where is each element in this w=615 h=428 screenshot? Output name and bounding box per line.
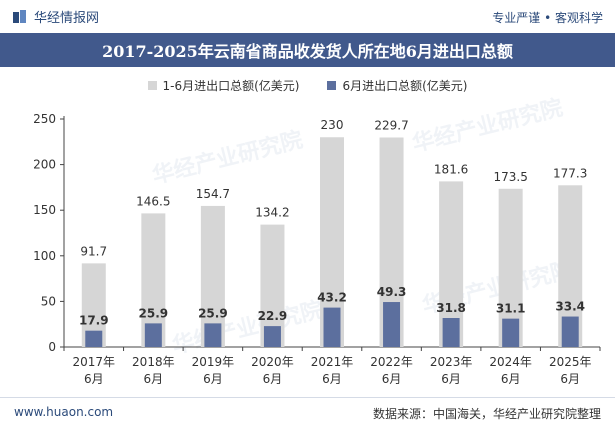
data-label-total: 230 bbox=[321, 118, 344, 132]
y-tick-label: 250 bbox=[33, 112, 56, 126]
bar-june bbox=[561, 316, 579, 347]
bar-june bbox=[442, 317, 460, 347]
x-tick-label-year: 2021年 bbox=[311, 355, 354, 369]
x-tick-label-month: 6月 bbox=[84, 372, 104, 386]
bar-total bbox=[498, 188, 523, 347]
data-label-total: 134.2 bbox=[255, 206, 289, 220]
data-label-june: 43.2 bbox=[317, 291, 347, 305]
bar-june bbox=[383, 302, 401, 347]
x-tick-label-month: 6月 bbox=[441, 372, 461, 386]
y-tick-label: 150 bbox=[33, 203, 56, 217]
y-tick-label: 50 bbox=[41, 294, 56, 308]
x-tick-label-month: 6月 bbox=[501, 372, 521, 386]
legend-swatch-june bbox=[327, 80, 337, 90]
data-label-june: 49.3 bbox=[377, 285, 407, 299]
x-tick-label-year: 2022年 bbox=[370, 355, 413, 369]
data-label-total: 146.5 bbox=[136, 194, 170, 208]
data-label-june: 25.9 bbox=[198, 306, 228, 320]
x-tick-label-year: 2019年 bbox=[192, 355, 235, 369]
data-label-total: 173.5 bbox=[493, 170, 527, 184]
data-label-june: 31.8 bbox=[436, 301, 466, 315]
bar-june bbox=[502, 318, 520, 347]
data-label-total: 229.7 bbox=[374, 119, 408, 133]
brand[interactable]: 华经情报网 bbox=[12, 7, 99, 26]
bar-june bbox=[144, 323, 162, 347]
bar-june bbox=[204, 323, 222, 347]
footer-url[interactable]: www.huaon.com bbox=[14, 405, 114, 419]
y-tick-label: 200 bbox=[33, 158, 56, 172]
x-tick-label-year: 2024年 bbox=[489, 355, 532, 369]
data-label-total: 91.7 bbox=[80, 244, 107, 258]
x-tick-label-month: 6月 bbox=[203, 372, 223, 386]
x-tick-label-year: 2017年 bbox=[73, 355, 116, 369]
slogan: 专业严谨 • 客观科学 bbox=[492, 11, 603, 25]
footer: www.huaon.com 数据来源：中国海关，华经产业研究院整理 bbox=[0, 397, 615, 428]
legend-label-june: 6月进出口总额(亿美元) bbox=[342, 78, 468, 93]
x-tick-label-year: 2018年 bbox=[132, 355, 175, 369]
legend-item-total: 1-6月进出口总额(亿美元) bbox=[147, 77, 300, 94]
bar-chart: 0 50 100 150 200 250 91.7 17.9 2017年 6月 146.5 25.9 2… bbox=[33, 112, 601, 386]
y-tick-label: 100 bbox=[33, 249, 56, 263]
chart-legend: 1-6月进出口总额(亿美元) 6月进出口总额(亿美元) bbox=[0, 74, 615, 96]
x-tick-label-month: 6月 bbox=[560, 372, 580, 386]
brand-name: 华经情报网 bbox=[34, 11, 100, 26]
bar-june bbox=[323, 307, 341, 347]
footer-source: 数据来源：中国海关，华经产业研究院整理 bbox=[372, 407, 601, 421]
x-tick-label-month: 6月 bbox=[263, 372, 283, 386]
data-label-total: 177.3 bbox=[553, 166, 587, 180]
data-label-total: 181.6 bbox=[434, 162, 468, 176]
data-label-june: 17.9 bbox=[79, 314, 109, 328]
data-label-june: 25.9 bbox=[139, 306, 169, 320]
brand-logo-icon bbox=[13, 9, 26, 23]
legend-label-total: 1-6月进出口总额(亿美元) bbox=[162, 78, 300, 93]
y-tick-label: 0 bbox=[48, 340, 56, 354]
bar-june bbox=[263, 326, 281, 347]
x-tick-label-year: 2020年 bbox=[251, 355, 294, 369]
legend-swatch-total bbox=[147, 80, 157, 90]
data-label-june: 22.9 bbox=[258, 309, 288, 323]
x-tick-label-month: 6月 bbox=[382, 372, 402, 386]
x-tick-label-year: 2025年 bbox=[549, 355, 592, 369]
data-label-total: 154.7 bbox=[196, 187, 230, 201]
data-label-june: 31.1 bbox=[496, 302, 526, 316]
bar-june bbox=[85, 330, 103, 347]
chart-title: 2017-2025年云南省商品收发货人所在地6月进出口总额 bbox=[0, 33, 615, 67]
x-tick-label-year: 2023年 bbox=[430, 355, 473, 369]
data-label-june: 33.4 bbox=[555, 300, 585, 314]
x-tick-label-month: 6月 bbox=[322, 372, 342, 386]
legend-item-june: 6月进出口总额(亿美元) bbox=[327, 77, 467, 94]
x-tick-label-month: 6月 bbox=[144, 372, 164, 386]
